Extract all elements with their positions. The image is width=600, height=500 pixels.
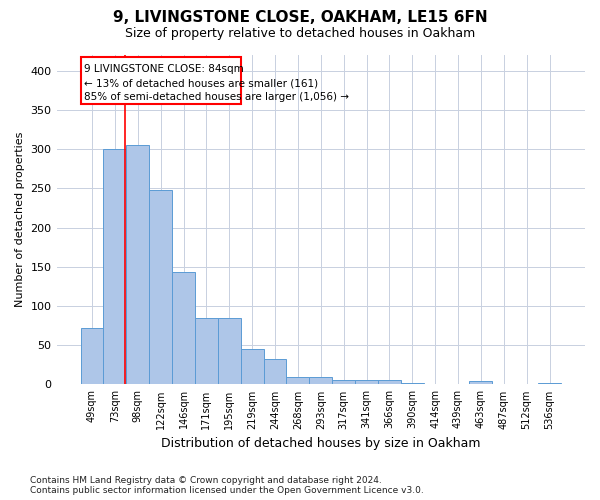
Bar xyxy=(401,383,424,384)
Bar xyxy=(127,145,149,384)
Bar xyxy=(286,378,310,384)
Text: Contains HM Land Registry data © Crown copyright and database right 2024.
Contai: Contains HM Land Registry data © Crown c… xyxy=(30,476,424,495)
Bar xyxy=(263,358,286,384)
X-axis label: Distribution of detached houses by size in Oakham: Distribution of detached houses by size … xyxy=(161,437,481,450)
Bar xyxy=(355,380,378,384)
Bar xyxy=(80,328,103,384)
Text: Size of property relative to detached houses in Oakham: Size of property relative to detached ho… xyxy=(125,28,475,40)
Text: ← 13% of detached houses are smaller (161): ← 13% of detached houses are smaller (16… xyxy=(85,78,319,88)
Bar xyxy=(469,382,493,384)
Bar xyxy=(538,383,561,384)
Bar xyxy=(81,58,241,104)
Bar xyxy=(241,349,263,384)
Bar xyxy=(195,318,218,384)
Bar xyxy=(103,149,127,384)
Bar xyxy=(149,190,172,384)
Bar xyxy=(218,318,241,384)
Bar xyxy=(378,380,401,384)
Text: 85% of semi-detached houses are larger (1,056) →: 85% of semi-detached houses are larger (… xyxy=(85,92,349,102)
Text: 9, LIVINGSTONE CLOSE, OAKHAM, LE15 6FN: 9, LIVINGSTONE CLOSE, OAKHAM, LE15 6FN xyxy=(113,10,487,25)
Bar xyxy=(172,272,195,384)
Y-axis label: Number of detached properties: Number of detached properties xyxy=(15,132,25,308)
Bar xyxy=(332,380,355,384)
Text: 9 LIVINGSTONE CLOSE: 84sqm: 9 LIVINGSTONE CLOSE: 84sqm xyxy=(85,64,244,74)
Bar xyxy=(310,378,332,384)
